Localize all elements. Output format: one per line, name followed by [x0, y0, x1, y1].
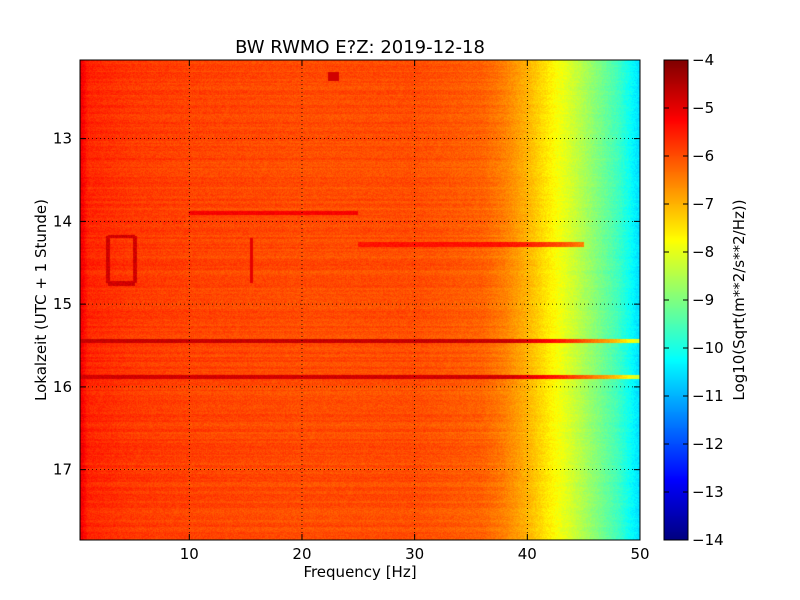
colorbar-tick-label: −14: [692, 531, 724, 549]
x-tick-label: 10: [180, 545, 199, 563]
x-axis: 10 20 30 40 50: [180, 60, 650, 563]
y-tick-label: 14: [53, 212, 72, 230]
plot-frame: [79, 59, 641, 541]
y-axis-label: Lokalzeit (UTC + 1 Stunde): [32, 199, 50, 401]
colorbar-tick-label: −11: [692, 387, 724, 405]
colorbar: −4 −5 −6 −7 −8 −9 −10 −11 −12 −13 −14 Log10(Sqrt(m…: [663, 51, 748, 549]
x-tick-label: 50: [630, 545, 649, 563]
colorbar-tick-label: −8: [692, 243, 714, 261]
colorbar-tick-label: −9: [692, 291, 714, 309]
colorbar-tick-label: −10: [692, 339, 724, 357]
x-tick-label: 20: [292, 545, 311, 563]
heatmap-image: [80, 60, 640, 540]
x-tick-label: 30: [405, 545, 424, 563]
x-axis-label: Frequency [Hz]: [303, 563, 416, 581]
colorbar-tick-label: −7: [692, 195, 714, 213]
colorbar-label: Log10(Sqrt(m**2/s**2/Hz)): [730, 199, 748, 400]
colorbar-tick-label: −13: [692, 483, 724, 501]
y-axis: 13 14 15 16 17: [53, 130, 640, 479]
y-tick-label: 16: [53, 378, 72, 396]
y-tick-label: 15: [53, 295, 72, 313]
colorbar-ticks: −4 −5 −6 −7 −8 −9 −10 −11 −12 −13 −14: [664, 51, 724, 549]
y-tick-label: 17: [53, 461, 72, 479]
chart-title: BW RWMO E?Z: 2019-12-18: [235, 37, 485, 58]
colorbar-tick-label: −5: [692, 99, 714, 117]
y-tick-label: 13: [53, 130, 72, 148]
colorbar-tick-label: −6: [692, 147, 714, 165]
colorbar-tick-label: −4: [692, 51, 714, 69]
x-tick-label: 40: [518, 545, 537, 563]
plot-area: 10 20 30 40 50 13 14 15 16 17: [53, 59, 650, 563]
colorbar-tick-label: −12: [692, 435, 724, 453]
